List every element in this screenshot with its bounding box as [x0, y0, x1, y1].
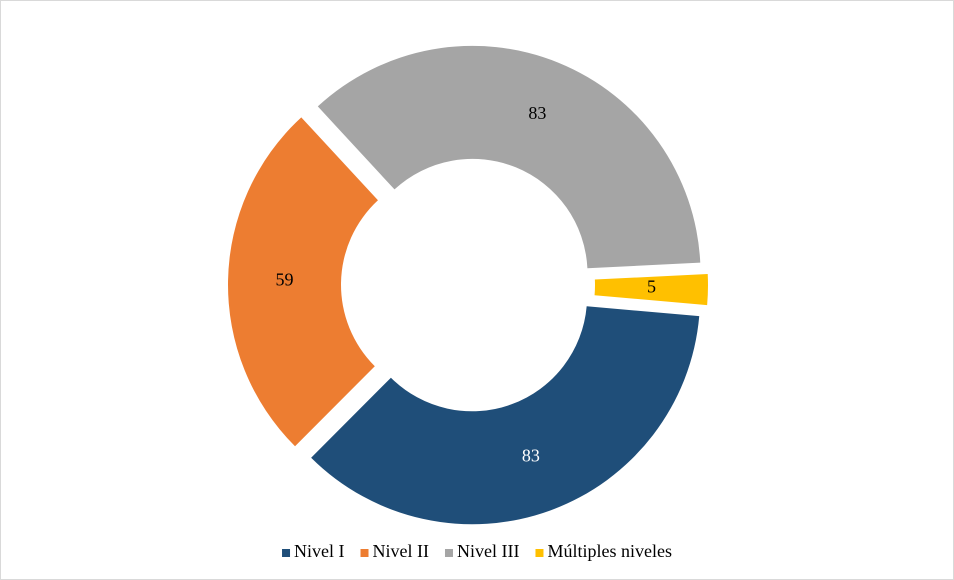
legend-label: Nivel II	[373, 541, 429, 561]
legend-swatch	[444, 549, 453, 557]
donut-slice	[594, 273, 708, 306]
legend-label: Nivel III	[457, 541, 519, 561]
legend-swatch	[535, 549, 544, 557]
data-label: 83	[522, 446, 540, 466]
data-label: 5	[647, 277, 656, 297]
donut-slice	[228, 117, 378, 447]
legend-swatch	[360, 549, 369, 557]
legend-swatch	[282, 549, 291, 557]
donut-slice	[311, 306, 700, 525]
data-label: 83	[528, 103, 546, 123]
data-label: 59	[276, 270, 294, 290]
legend-label: Múltiples niveles	[547, 541, 672, 561]
legend-label: Nivel I	[294, 541, 344, 561]
legend: Nivel I Nivel II Nivel III Múltiples nivele…	[282, 541, 672, 561]
donut-slice	[317, 45, 701, 269]
